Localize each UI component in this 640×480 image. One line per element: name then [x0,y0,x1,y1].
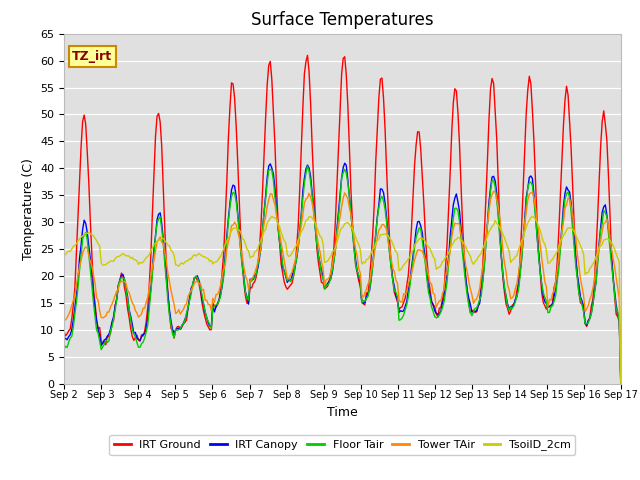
Tower TAir [303,195,311,201]
X-axis label: Time: Time [327,406,358,419]
Y-axis label: Temperature (C): Temperature (C) [22,158,35,260]
TsoilD_2cm [129,254,136,260]
Floor Tair [129,327,136,333]
IRT Ground [129,334,136,339]
Floor Tair [617,383,625,388]
IRT Canopy [60,336,68,342]
Tower TAir [244,286,252,292]
IRT Ground [226,104,234,110]
Tower TAir [60,317,68,323]
TsoilD_2cm [226,232,234,238]
Text: TZ_irt: TZ_irt [72,50,113,63]
Legend: IRT Ground, IRT Canopy, Floor Tair, Tower TAir, TsoilD_2cm: IRT Ground, IRT Canopy, Floor Tair, Towe… [109,435,575,455]
TsoilD_2cm [617,381,625,386]
IRT Canopy [617,379,625,384]
TsoilD_2cm [303,217,311,223]
IRT Ground [244,299,252,305]
TsoilD_2cm [529,214,536,219]
IRT Canopy [341,160,349,166]
Floor Tair [305,168,313,174]
Floor Tair [588,311,595,316]
Line: TsoilD_2cm: TsoilD_2cm [64,216,621,384]
Line: Floor Tair: Floor Tair [64,166,621,385]
Floor Tair [303,163,311,169]
Floor Tair [60,346,68,352]
Tower TAir [226,233,234,239]
IRT Canopy [303,162,311,168]
TsoilD_2cm [588,264,595,270]
Tower TAir [588,292,595,298]
TsoilD_2cm [60,253,68,259]
IRT Ground [305,69,313,74]
IRT Ground [60,329,68,335]
IRT Canopy [254,265,262,271]
Tower TAir [129,300,136,306]
TsoilD_2cm [244,248,252,253]
IRT Canopy [588,310,595,316]
Title: Surface Temperatures: Surface Temperatures [251,11,434,29]
Line: Tower TAir: Tower TAir [64,192,621,385]
IRT Ground [617,383,625,389]
Floor Tair [244,297,252,303]
Line: IRT Ground: IRT Ground [64,55,621,386]
IRT Ground [254,262,262,267]
Tower TAir [617,383,625,388]
Floor Tair [226,204,234,209]
Tower TAir [490,189,497,194]
IRT Canopy [226,201,234,206]
IRT Canopy [244,301,252,307]
IRT Canopy [129,321,136,327]
Tower TAir [254,259,262,265]
IRT Ground [588,303,595,309]
Line: IRT Canopy: IRT Canopy [64,163,621,382]
IRT Ground [303,52,311,58]
Floor Tair [254,262,262,268]
TsoilD_2cm [254,246,262,252]
